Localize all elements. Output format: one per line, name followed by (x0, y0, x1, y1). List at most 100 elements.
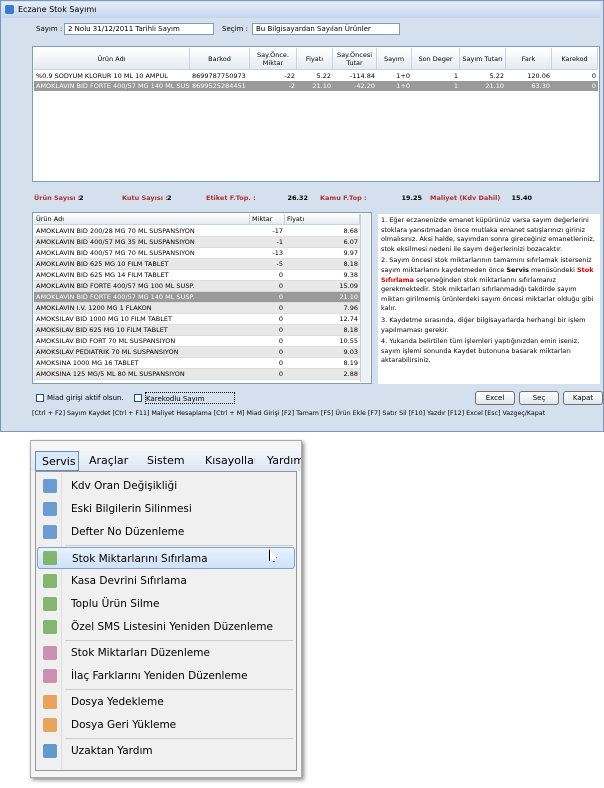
list-row[interactable] (34, 226, 360, 237)
cell[interactable]: 8.18 (343, 326, 358, 334)
cell[interactable]: 8.68 (343, 227, 358, 235)
cell[interactable]: 0 (278, 359, 283, 367)
list-row[interactable] (34, 325, 360, 336)
cell[interactable]: AMOKSILAV BID FORT 70 ML SUSPANSIYON (36, 337, 176, 345)
menu-bar-item[interactable]: Araçlar (89, 454, 129, 467)
cell[interactable]: 2.88 (343, 370, 358, 378)
cell[interactable]: 0 (278, 315, 283, 323)
menu-bar-item[interactable]: Yardım (267, 454, 302, 467)
cell[interactable]: 5.22 (489, 72, 504, 80)
cell[interactable]: -114.84 (349, 72, 375, 80)
cell[interactable]: -1 (276, 238, 283, 246)
list-row[interactable] (34, 281, 360, 292)
menu-item[interactable]: Defter No Düzenleme (71, 526, 185, 538)
cell[interactable]: AMOKSINA 125 MG/5 ML 80 ML SUSPANSIYON (36, 370, 185, 378)
list-row[interactable] (34, 303, 360, 314)
sayim-dropdown[interactable]: 2 Nolu 31/12/2011 Tarihli Sayım (64, 23, 214, 35)
cell[interactable]: AMOKSILAV PEDIATRIK 70 ML SUSPANSIYON (36, 348, 179, 356)
cell[interactable]: 1 (453, 82, 458, 90)
cell[interactable]: 0 (278, 370, 283, 378)
cell[interactable]: 8699525284451 (192, 82, 246, 90)
cell[interactable]: AMOKLAVIN BID 625 MG 10 FILM TABLET (36, 260, 169, 268)
menu-item[interactable]: Özel SMS Listesini Yeniden Düzenleme (71, 621, 273, 633)
cell[interactable]: 9.97 (343, 249, 358, 257)
cell[interactable]: AMOKLAVIN BID 400/57 MG 70 ML SUSPANSIYO… (36, 249, 195, 257)
menu-item[interactable]: İlaç Farklarını Yeniden Düzenleme (71, 670, 248, 682)
cell[interactable]: 0 (278, 271, 283, 279)
menu-item[interactable]: Toplu Ürün Silme (71, 598, 160, 610)
cell[interactable]: 9.03 (343, 348, 358, 356)
cell[interactable]: 0 (591, 82, 596, 90)
menu-item[interactable]: Dosya Geri Yükleme (71, 719, 177, 731)
list-row[interactable] (34, 369, 360, 380)
cell[interactable]: 7.96 (343, 304, 358, 312)
menu-bar-item[interactable]: Kısayollar (205, 454, 255, 467)
cell[interactable]: 9.38 (343, 271, 358, 279)
cell[interactable]: 21.10 (339, 293, 358, 301)
list-row[interactable] (34, 336, 360, 347)
cell[interactable]: 21.10 (312, 82, 331, 90)
cell[interactable]: AMOKLAVIN BID FORTE 400/57 MG 140 ML SUS… (36, 82, 190, 90)
list-row[interactable] (34, 292, 360, 303)
cell[interactable]: 10.55 (339, 337, 358, 345)
cell[interactable]: 0 (278, 337, 283, 345)
checkbox[interactable] (134, 394, 142, 402)
menu-item[interactable]: Dosya Yedekleme (71, 696, 164, 708)
cell[interactable]: 15.09 (339, 282, 358, 290)
button[interactable]: Kapat (563, 391, 603, 405)
list-row[interactable] (34, 358, 360, 369)
cell[interactable]: 8699787750973 (192, 72, 246, 80)
list-row[interactable] (34, 314, 360, 325)
menu-item[interactable]: Stok Miktarları Düzenleme (71, 647, 210, 659)
list-row[interactable] (34, 237, 360, 248)
cell[interactable]: AMOKLAVIN BID 200/28 MG 70 ML SUSPANSIYO… (36, 227, 195, 235)
cell[interactable]: AMOKLAVIN BID 400/57 MG 35 ML SUSPANSIYO… (36, 238, 195, 246)
cell[interactable]: 0 (278, 282, 283, 290)
cell[interactable]: -17 (272, 227, 283, 235)
cell[interactable]: AMOKSILAV BID 1000 MG 10 FILM TABLET (36, 315, 172, 323)
cell[interactable]: 0 (278, 293, 283, 301)
list-row[interactable] (34, 248, 360, 259)
cell[interactable]: AMOKSILAV BID 625 MG 10 FILM TABLET (36, 326, 168, 334)
cell[interactable]: -5 (276, 260, 283, 268)
cell[interactable]: -42.20 (354, 82, 375, 90)
cell[interactable]: %0.9 SODYUM KLORUR 10 ML 10 AMPUL (36, 72, 168, 80)
cell[interactable]: AMOKLAVIN BID 625 MG 14 FILM TABLET (36, 271, 169, 279)
cell[interactable]: 21.10 (485, 82, 504, 90)
menu-item[interactable]: Kdv Oran Değişikliği (71, 480, 178, 492)
cell[interactable]: 8.19 (343, 359, 358, 367)
menu-bar-item[interactable]: Servis (35, 451, 79, 471)
menu-item[interactable]: Uzaktan Yardım (71, 745, 153, 757)
menu-item[interactable]: Stok Miktarlarını Sıfırlama (37, 547, 295, 569)
menu-item[interactable]: Kasa Devrini Sıfırlama (71, 575, 187, 587)
cell[interactable]: 1+0 (396, 72, 410, 80)
cell[interactable]: 6.07 (343, 238, 358, 246)
cell[interactable]: 0 (591, 72, 596, 80)
cell[interactable]: -22 (284, 72, 295, 80)
cell[interactable]: AMOKLAVIN BID FORTE 400/57 MG 140 ML SUS… (36, 293, 195, 301)
cell[interactable]: -2 (288, 82, 295, 90)
cell[interactable]: 8.18 (343, 260, 358, 268)
cell[interactable]: 12.74 (339, 315, 358, 323)
button[interactable]: Excel (475, 391, 515, 405)
list-row[interactable] (34, 347, 360, 358)
secim-dropdown[interactable]: Bu Bilgisayardan Sayılan Ürünler (252, 23, 400, 35)
cell[interactable]: AMOKLAVIN BID FORTE 400/57 MG 100 ML SUS… (36, 282, 195, 290)
cell[interactable]: 63.30 (531, 82, 550, 90)
cell[interactable]: 1 (453, 72, 458, 80)
button[interactable]: Seç (519, 391, 559, 405)
cell[interactable]: AMOKLAVIN I.V. 1200 MG 1 FLAKON (36, 304, 152, 312)
list-row[interactable] (34, 259, 360, 270)
cell[interactable]: 5.22 (316, 72, 331, 80)
cell[interactable]: 120.06 (527, 72, 550, 80)
cell[interactable]: -13 (272, 249, 283, 257)
cell[interactable]: 0 (278, 304, 283, 312)
cell[interactable]: 0 (278, 348, 283, 356)
cell[interactable]: 0 (278, 326, 283, 334)
menu-item[interactable]: Eski Bilgilerin Silinmesi (71, 503, 192, 515)
checkbox[interactable] (36, 394, 44, 402)
list-row[interactable] (34, 270, 360, 281)
cell[interactable]: AMOKSINA 1000 MG 16 TABLET (36, 359, 139, 367)
menu-bar-item[interactable]: Sistem (147, 454, 185, 467)
cell[interactable]: 1+0 (396, 82, 410, 90)
